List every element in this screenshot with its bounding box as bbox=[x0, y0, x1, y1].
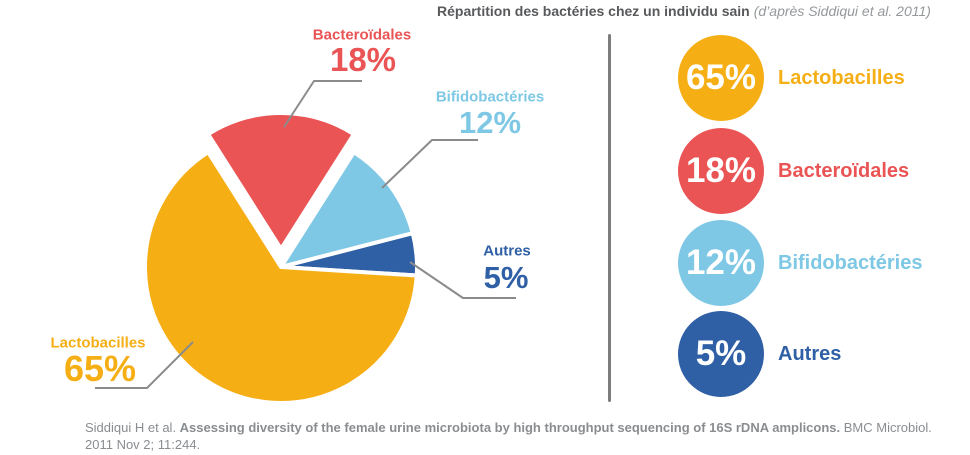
pie-slice-bacteroidales bbox=[206, 111, 356, 251]
legend-value: 65% bbox=[685, 58, 757, 97]
vertical-divider bbox=[608, 34, 611, 402]
pie-label-autres-name: Autres bbox=[483, 242, 531, 260]
citation-bold: Assessing diversity of the female urine … bbox=[179, 420, 841, 435]
chart-title: Répartition des bactéries chez un indivi… bbox=[437, 3, 931, 19]
legend-item-bacteroidales: 18% Bacteroïdales bbox=[678, 128, 909, 214]
legend-item-autres: 5% Autres bbox=[678, 311, 841, 397]
legend-item-lactobacilles: 65% Lactobacilles bbox=[678, 35, 905, 121]
pie-label-bifidobacteries-name: Bifidobactéries bbox=[435, 88, 545, 106]
pie-slice-lactobacilles bbox=[143, 150, 419, 405]
citation-suffix: BMC Microbiol. 2011 Nov 2; 11:244. bbox=[85, 420, 932, 452]
legend-circle-autres: 5% bbox=[678, 311, 764, 397]
chart-title-main: Répartition des bactéries chez un indivi… bbox=[437, 3, 750, 19]
legend-label-bacteroidales: Bacteroïdales bbox=[778, 159, 910, 182]
callout-line-autres bbox=[409, 261, 516, 299]
pie-label-autres-value: 5% bbox=[483, 260, 529, 295]
pie-slice-bifidobacteries bbox=[279, 150, 415, 269]
citation: Siddiqui H et al. Assessing diversity of… bbox=[85, 419, 933, 453]
pie-label-bacteroidales-name: Bacteroïdales bbox=[312, 26, 412, 44]
pie-label-lactobacilles-value: 65% bbox=[63, 348, 137, 389]
callout-line-bifidobacteries bbox=[381, 139, 478, 189]
pie-chart bbox=[143, 111, 419, 405]
legend-label-autres: Autres bbox=[778, 342, 842, 365]
legend-value: 18% bbox=[685, 151, 757, 190]
citation-prefix: Siddiqui H et al. bbox=[85, 420, 180, 435]
callout-line-bacteroidales bbox=[283, 80, 362, 128]
legend-label-lactobacilles: Lactobacilles bbox=[778, 66, 905, 89]
pie-label-bifidobacteries-value: 12% bbox=[458, 105, 522, 140]
legend-value: 5% bbox=[695, 334, 747, 373]
legend-circle-bacteroidales: 18% bbox=[678, 128, 764, 214]
legend-item-bifidobacteries: 12% Bifidobactéries bbox=[678, 220, 922, 306]
legend-value: 12% bbox=[685, 243, 757, 282]
chart-title-suffix: (d’après Siddiqui et al. 2011) bbox=[753, 3, 931, 19]
callout-line-lactobacilles bbox=[95, 341, 194, 389]
pie-label-lactobacilles-name: Lactobacilles bbox=[50, 334, 146, 352]
pie-label-bacteroidales-value: 18% bbox=[329, 41, 397, 78]
legend-circle-lactobacilles: 65% bbox=[678, 35, 764, 121]
legend-label-bifidobacteries: Bifidobactéries bbox=[778, 251, 923, 274]
legend-circle-bifidobacteries: 12% bbox=[678, 220, 764, 306]
